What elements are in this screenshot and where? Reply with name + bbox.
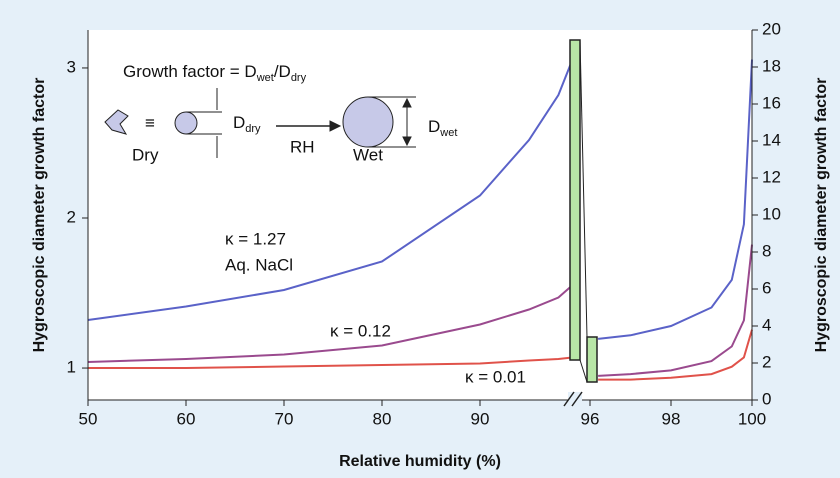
y2-tick-label: 16	[762, 93, 781, 112]
y-tick-label: 1	[67, 358, 76, 377]
x-tick-label: 70	[275, 409, 294, 428]
y-tick-label: 2	[67, 207, 76, 226]
y2-tick-label: 10	[762, 204, 781, 223]
x-axis-title: Relative humidity (%)	[339, 453, 501, 470]
x-tick-label: 80	[373, 409, 392, 428]
y2-tick-label: 18	[762, 56, 781, 75]
plot-area	[88, 30, 752, 400]
connector-line	[579, 39, 588, 338]
y2-tick-label: 0	[762, 389, 771, 408]
connector-line	[579, 359, 588, 383]
d-wet: Dwet	[428, 117, 457, 138]
y2-tick-label: 6	[762, 278, 771, 297]
wet-sphere	[342, 96, 394, 148]
y-tick-label: 3	[67, 57, 76, 76]
x-tick-label: 50	[79, 409, 98, 428]
curve-label: κ = 0.12	[330, 321, 391, 340]
y2-tick-label: 4	[762, 315, 771, 334]
y2-tick-label: 8	[762, 241, 771, 260]
curve-label: κ = 0.01	[465, 367, 526, 386]
x-tick-label: 96	[581, 409, 600, 428]
x-tick-label: 100	[738, 409, 766, 428]
x-tick-label: 98	[662, 409, 681, 428]
x-tick-label: 60	[177, 409, 196, 428]
inset: Growth factor = Dwet/Ddry ≡ Ddry RH Dwet…	[104, 62, 457, 164]
series-line	[87, 284, 573, 363]
dry-particle	[104, 109, 129, 135]
curve-label: κ = 1.27	[225, 229, 286, 248]
rh: RH	[290, 137, 315, 156]
series-line	[597, 59, 753, 340]
y2-tick-label: 2	[762, 352, 771, 371]
y2-tick-label: 12	[762, 167, 781, 186]
axis-break	[571, 391, 583, 407]
series-line	[88, 356, 573, 369]
y-axis-title: Hygroscopic diameter growth factor	[31, 78, 48, 353]
inset-formula: Growth factor = Dwet/Ddry	[123, 62, 307, 83]
y2-tick-label: 14	[762, 130, 781, 149]
x-tick-label: 90	[471, 409, 490, 428]
annotation: Aq. NaCl	[225, 255, 293, 274]
connector	[586, 336, 598, 383]
inset-equiv: ≡	[145, 113, 155, 132]
y2-axis-title: Hygroscopic diameter growth factor	[813, 78, 830, 353]
y2-tick-label: 20	[762, 19, 781, 38]
dry-sphere	[174, 111, 198, 135]
wet-label: Wet	[353, 145, 383, 164]
connector	[569, 39, 581, 361]
series-line	[598, 244, 753, 377]
dry-label: Dry	[132, 145, 159, 164]
marks	[87, 59, 753, 381]
d-dry: Ddry	[233, 113, 261, 134]
series-line	[598, 329, 753, 381]
series-line	[87, 60, 574, 321]
axis-break	[563, 391, 575, 407]
